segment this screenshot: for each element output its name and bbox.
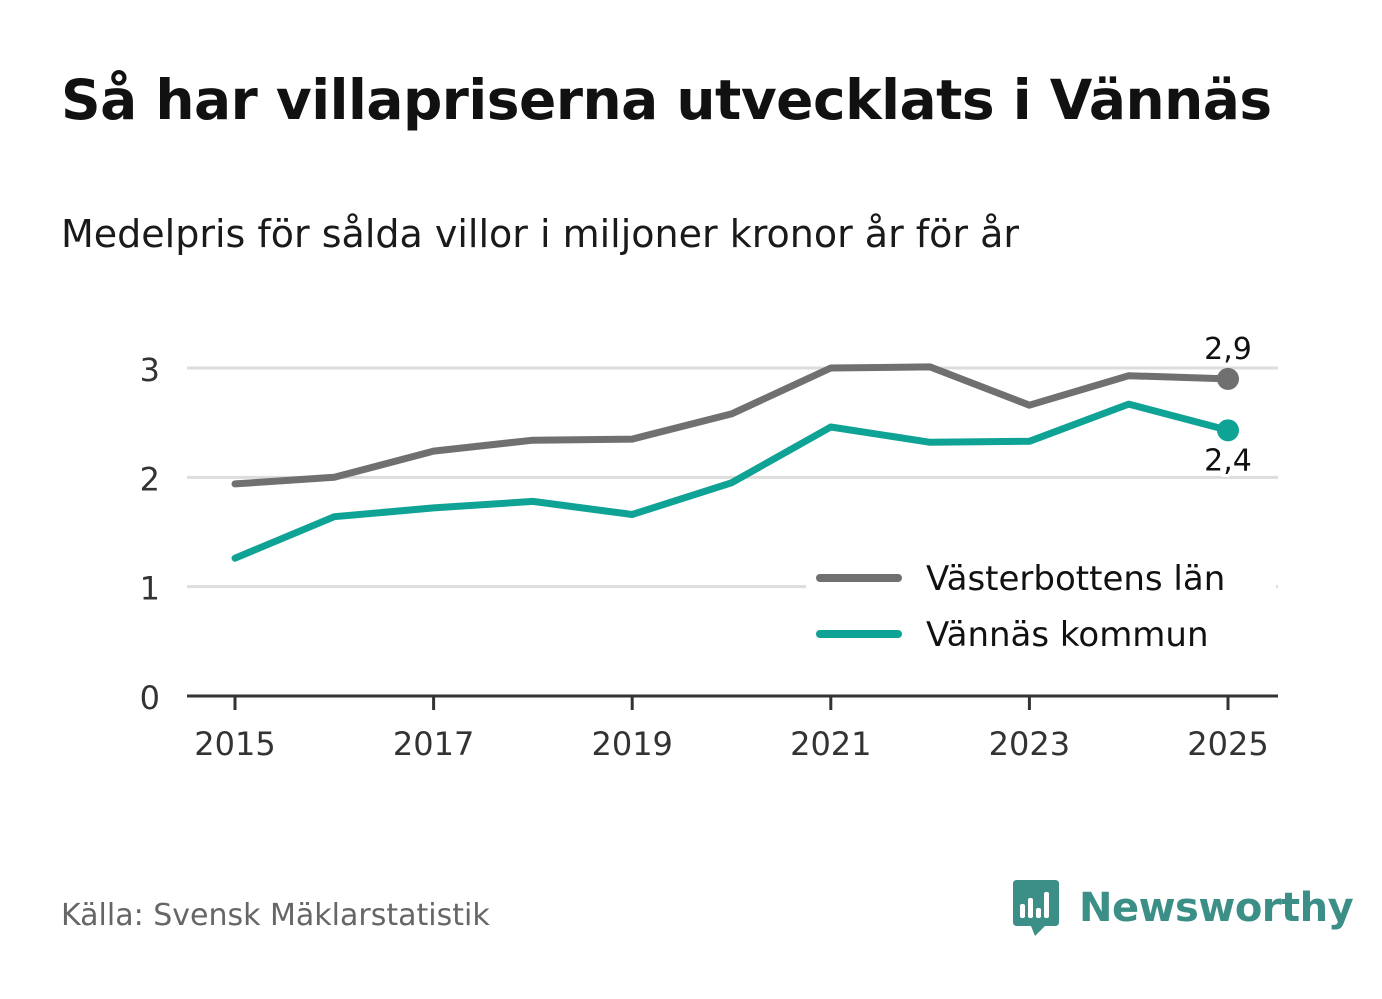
newsworthy-logo-icon [1013,880,1059,936]
legend-label: Västerbottens län [926,559,1225,599]
legend-background [806,545,1276,665]
brand-name: Newsworthy [1079,885,1354,931]
brand-logo: Newsworthy [1011,878,1354,938]
y-axis-ticks: 0 1 2 3 [140,351,160,717]
y-tick-label: 3 [140,351,160,389]
x-tick-label: 2021 [790,725,871,763]
data-label-end: 2,4 [1204,443,1252,478]
x-tick-label: 2015 [194,725,275,763]
x-axis-ticks: 2015 2017 2019 2021 2023 2025 [194,696,1269,763]
data-label-end: 2,9 [1204,332,1252,367]
legend: Västerbottens län Vännäs kommun [806,545,1276,665]
series-line-1 [231,400,1232,562]
y-tick-label: 0 [140,679,160,717]
series-endpoint-0 [1217,367,1239,390]
series-line-0 [231,363,1232,488]
y-tick-label: 1 [140,570,160,608]
series-endpoint-1 [1217,419,1239,442]
series-lines: 2,9 2,4 [231,329,1255,562]
x-tick-label: 2023 [989,725,1070,763]
x-tick-label: 2017 [393,725,474,763]
chart-subtitle: Medelpris för sålda villor i miljoner kr… [61,212,1020,256]
x-tick-label: 2025 [1187,725,1268,763]
x-tick-label: 2019 [591,725,672,763]
legend-label: Vännäs kommun [926,615,1209,655]
y-tick-label: 2 [140,460,160,498]
chart-title: Så har villapriserna utvecklats i Vännäs [61,68,1272,132]
source-note: Källa: Svensk Mäklarstatistik [61,898,490,933]
